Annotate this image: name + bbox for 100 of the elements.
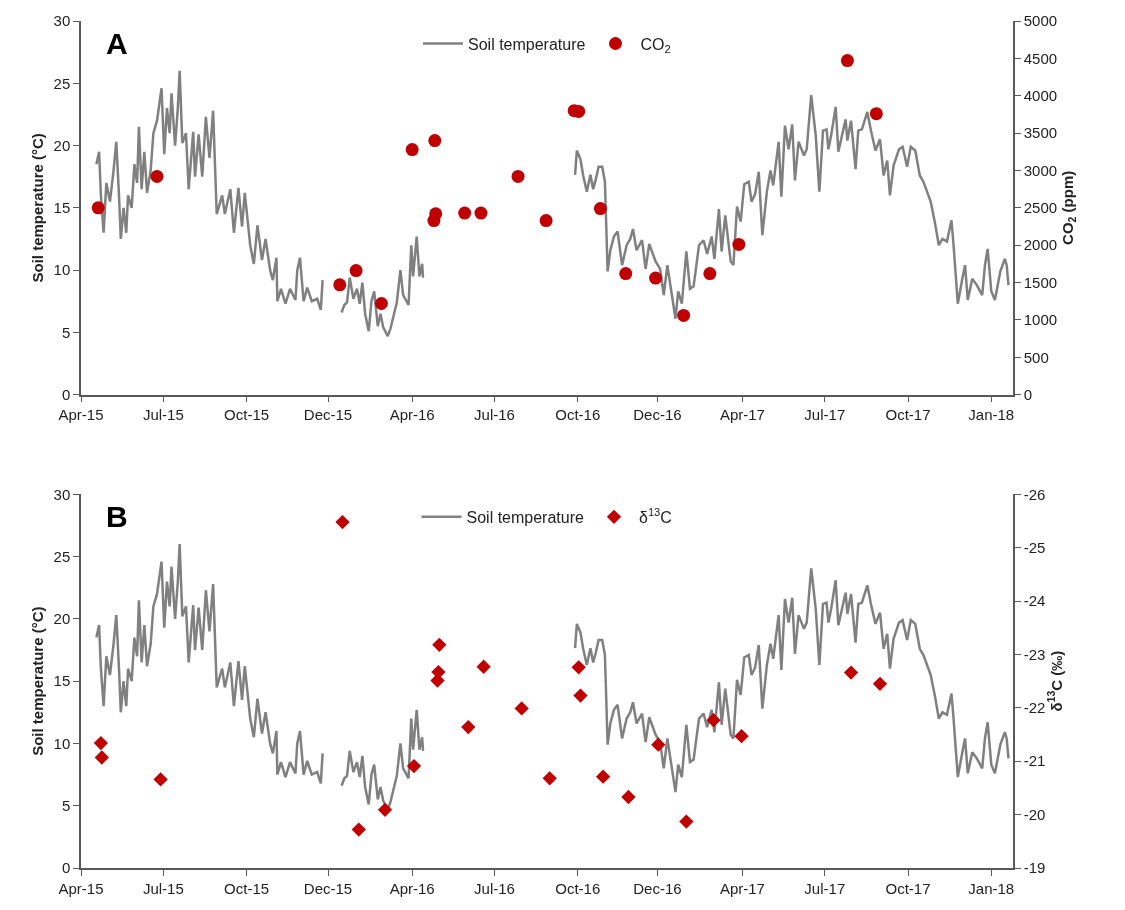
- y2-tick-label: -20: [1023, 805, 1046, 823]
- point: [621, 789, 636, 805]
- point: [349, 264, 363, 278]
- y-tick-label: 0: [61, 385, 71, 403]
- y-tick-label: 0: [61, 859, 71, 877]
- point: [703, 267, 717, 281]
- y2-tick-label: -22: [1023, 699, 1046, 717]
- point: [91, 201, 105, 215]
- point: [539, 214, 553, 228]
- point: [514, 701, 529, 716]
- y-tick-label: 5: [61, 323, 71, 341]
- y2-tick-label: 4500: [1023, 49, 1058, 67]
- x-tick-label: Dec-16: [633, 879, 682, 897]
- y2-tick-label: 1500: [1023, 273, 1058, 291]
- point: [651, 737, 666, 752]
- y-axis-title: Soil temperature (°C): [29, 133, 47, 283]
- x-tick-label: Apr-17: [719, 879, 765, 897]
- x-tick-label: Dec-16: [633, 406, 682, 424]
- point: [405, 143, 419, 157]
- y2-tick-label: 2000: [1023, 236, 1058, 254]
- point: [542, 771, 557, 786]
- x-tick-label: Jul-15: [142, 406, 184, 424]
- x-tick-label: Jul-15: [142, 879, 184, 897]
- point: [573, 688, 588, 703]
- y2-tick-label: 5000: [1023, 12, 1058, 30]
- point: [474, 206, 488, 220]
- y-tick-label: 30: [53, 485, 71, 503]
- point: [427, 214, 441, 228]
- point: [619, 267, 633, 281]
- point: [706, 712, 721, 728]
- y2-tick-label: 1000: [1023, 311, 1058, 329]
- y2-tick-label: 3500: [1023, 124, 1058, 142]
- x-tick-label: Oct-15: [224, 406, 270, 424]
- point: [351, 822, 366, 837]
- x-tick-label: Oct-16: [555, 406, 601, 424]
- x-tick-label: Jul-16: [474, 879, 515, 897]
- y-tick-label: 5: [61, 796, 71, 814]
- x-tick-label: Jul-16: [474, 406, 515, 424]
- point: [94, 750, 109, 765]
- y2-tick-label: 3000: [1023, 161, 1058, 179]
- y2-tick-label: 4000: [1023, 86, 1058, 104]
- y-tick-label: 20: [53, 610, 71, 628]
- y2-tick-label: -23: [1023, 645, 1046, 663]
- x-tick-label: Jul-17: [804, 406, 846, 424]
- point: [406, 758, 422, 774]
- x-tick-label: Oct-17: [885, 879, 931, 897]
- point: [840, 54, 854, 68]
- y2-tick-label: 0: [1023, 385, 1033, 403]
- point: [428, 134, 442, 148]
- point: [649, 271, 663, 285]
- chart-title: B: [106, 500, 128, 533]
- legend-label: CO$_{2}$: [640, 35, 671, 56]
- point: [571, 660, 586, 675]
- y2-tick-label: 500: [1023, 348, 1049, 366]
- point: [843, 665, 859, 680]
- point: [595, 769, 611, 784]
- point: [93, 735, 109, 751]
- x-tick-label: Apr-16: [389, 879, 435, 897]
- y-tick-label: 10: [53, 734, 71, 752]
- x-tick-label: Apr-15: [58, 879, 104, 897]
- point: [677, 308, 691, 322]
- x-tick-label: Jan-18: [968, 406, 1015, 424]
- y-tick-label: 30: [53, 12, 71, 30]
- x-tick-label: Jan-18: [968, 879, 1015, 897]
- point: [511, 169, 525, 183]
- y-tick-label: 10: [53, 261, 71, 279]
- y2-tick-label: -19: [1023, 859, 1046, 877]
- x-tick-label: Dec-15: [303, 406, 353, 424]
- x-tick-label: Oct-16: [555, 879, 601, 897]
- x-tick-label: Oct-15: [224, 879, 270, 897]
- y2-tick-label: 2500: [1023, 199, 1058, 217]
- point: [458, 206, 472, 220]
- y-axis-title: Soil temperature (°C): [29, 606, 47, 756]
- legend-label: Soil temperature: [466, 509, 584, 527]
- x-tick-label: Apr-17: [719, 406, 765, 424]
- x-tick-label: Oct-17: [885, 406, 931, 424]
- legend-label: δ$^{13}$C: [638, 506, 672, 527]
- point: [335, 514, 350, 530]
- point: [374, 297, 388, 310]
- y-tick-label: 15: [53, 199, 71, 217]
- y2-tick-label: -26: [1023, 485, 1046, 503]
- point: [732, 237, 746, 251]
- point: [432, 637, 447, 653]
- x-tick-label: Dec-15: [303, 879, 353, 897]
- point: [869, 107, 883, 121]
- x-tick-label: Jul-17: [804, 879, 846, 897]
- y2-tick-label: -21: [1023, 752, 1046, 770]
- legend-label: Soil temperature: [468, 35, 586, 53]
- x-tick-label: Apr-15: [58, 406, 104, 424]
- y-tick-label: 20: [53, 136, 71, 154]
- y2-tick-label: -24: [1023, 592, 1046, 610]
- point: [150, 169, 164, 183]
- point: [593, 202, 607, 216]
- point: [377, 802, 393, 817]
- point: [872, 676, 888, 691]
- point: [476, 659, 491, 674]
- point: [734, 728, 749, 744]
- y-tick-label: 15: [53, 672, 71, 690]
- chart-title: A: [106, 27, 128, 60]
- point: [461, 719, 476, 735]
